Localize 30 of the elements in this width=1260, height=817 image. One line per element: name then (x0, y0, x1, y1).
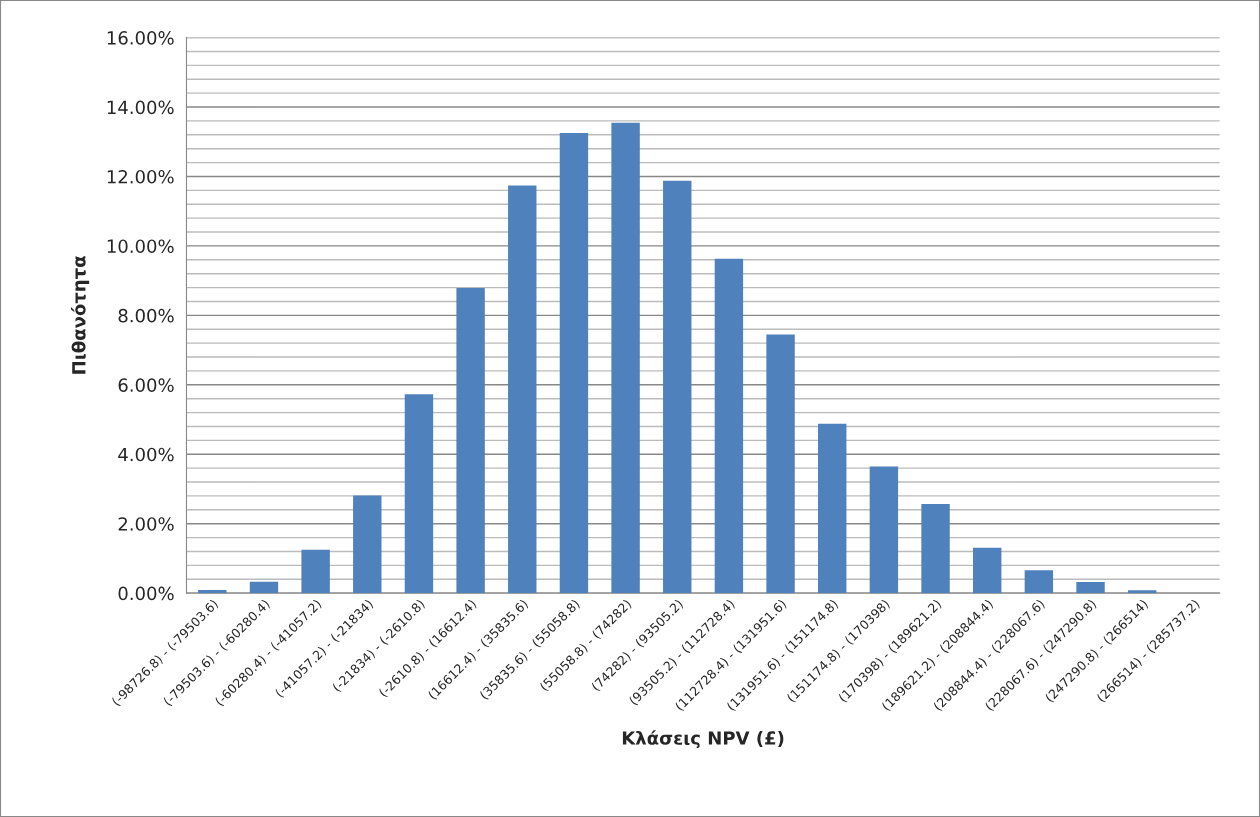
bar (869, 466, 899, 594)
y-tick-label: 8.00% (118, 308, 174, 323)
y-tick-label: 10.00% (107, 239, 174, 254)
y-tick-label: 6.00% (118, 378, 174, 392)
bar (198, 590, 227, 594)
y-tick-label: 14.00% (107, 100, 174, 115)
bar (301, 549, 330, 594)
bar (766, 334, 795, 594)
bar (508, 185, 537, 594)
bar (818, 423, 847, 594)
bar (663, 180, 692, 594)
bar (249, 581, 279, 594)
bar (456, 287, 485, 594)
bar (921, 503, 950, 594)
bar (1127, 590, 1157, 594)
bar (1024, 570, 1054, 594)
y-tick-label: 4.00% (118, 447, 174, 462)
y-tick-label: 2.00% (118, 517, 174, 531)
y-axis-title: Πιθανότητα (70, 256, 90, 374)
bar (714, 258, 744, 594)
bar (353, 495, 382, 594)
bar (559, 133, 589, 594)
bar (611, 122, 640, 594)
y-tick-label: 0.00% (118, 586, 174, 601)
bar (973, 547, 1002, 594)
y-tick-label: 12.00% (107, 169, 174, 184)
bar (404, 394, 434, 594)
x-axis-title: Κλάσεις NPV (£) (622, 730, 784, 749)
y-tick-label: 16.00% (107, 31, 174, 45)
bar (1076, 582, 1105, 594)
